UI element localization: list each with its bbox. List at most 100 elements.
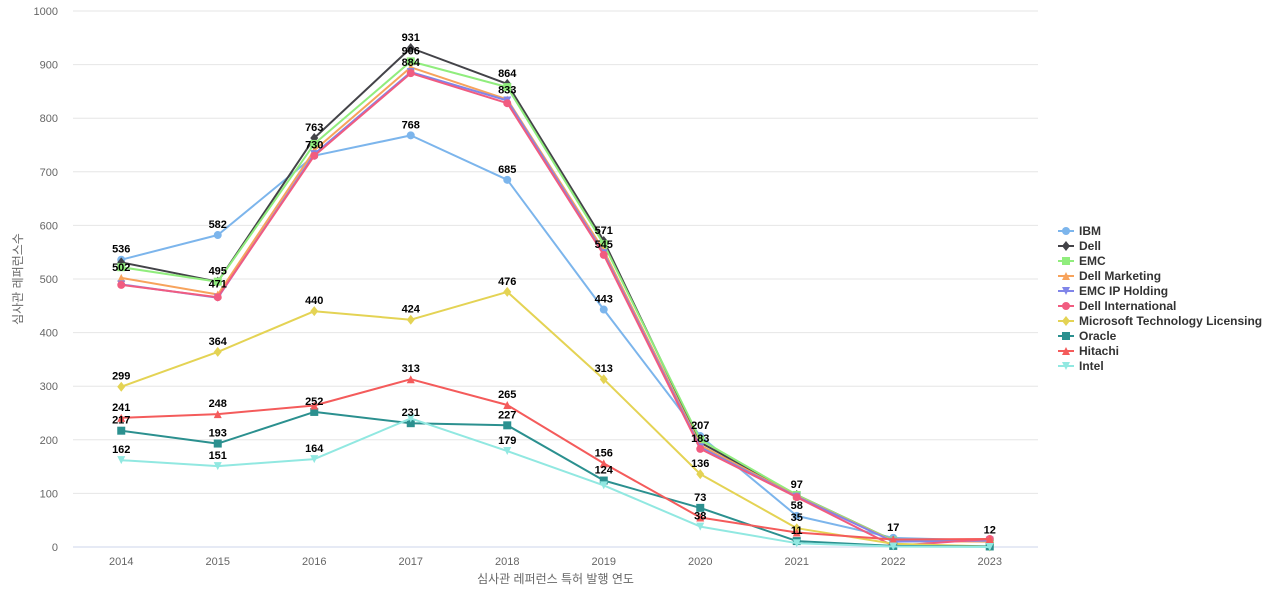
data-point [117, 263, 126, 272]
data-point [310, 455, 319, 464]
data-label: 252 [305, 396, 323, 408]
legend-label: EMC IP Holding [1079, 284, 1168, 298]
series-dell-international [117, 69, 994, 550]
data-point [503, 99, 512, 108]
data-point [792, 493, 801, 502]
data-point [503, 83, 512, 92]
y-axis-title: 심사관 레퍼런스수 [11, 233, 25, 325]
legend-label: EMC [1079, 254, 1106, 268]
y-tick-label: 900 [40, 60, 58, 72]
data-point [696, 513, 705, 522]
data-label: 685 [498, 164, 516, 176]
legend-item[interactable]: Microsoft Technology Licensing [1058, 314, 1262, 328]
data-point [599, 305, 608, 314]
data-point [117, 456, 126, 465]
data-point [599, 481, 608, 490]
legend-item[interactable]: Hitachi [1058, 344, 1119, 358]
series-line [121, 410, 990, 548]
data-label: 884 [402, 57, 421, 69]
data-label: 17 [887, 522, 899, 534]
series-line [121, 60, 990, 543]
data-label: 471 [209, 279, 227, 291]
data-label: 443 [595, 294, 613, 306]
data-label: 502 [112, 262, 130, 274]
data-label: 440 [305, 295, 323, 307]
legend-item[interactable]: EMC [1058, 254, 1106, 268]
x-tick-label: 2016 [302, 556, 326, 568]
x-tick-label: 2020 [688, 556, 712, 568]
data-point [310, 139, 319, 148]
series-line [121, 72, 990, 547]
y-tick-label: 600 [40, 220, 58, 232]
data-point [310, 151, 319, 160]
legend-marker [1062, 362, 1070, 370]
data-label: 179 [498, 435, 516, 447]
data-point [213, 277, 222, 286]
data-label: 227 [498, 409, 516, 421]
data-label: 241 [112, 402, 130, 414]
legend-item[interactable]: Oracle [1058, 329, 1117, 343]
data-label: 183 [691, 433, 709, 445]
data-point [117, 280, 126, 289]
data-point [503, 447, 512, 456]
data-point [310, 401, 319, 410]
legend-label: IBM [1079, 224, 1101, 238]
data-label: 571 [595, 225, 613, 237]
data-label: 313 [595, 363, 613, 375]
data-point [117, 273, 126, 282]
data-point [310, 306, 319, 317]
legend-marker [1062, 257, 1070, 265]
legend-marker [1062, 316, 1070, 326]
data-label: 424 [402, 304, 421, 316]
series-microsoft-technology-licensing [117, 286, 994, 552]
data-point [599, 250, 608, 259]
legend-item[interactable]: Dell International [1058, 299, 1176, 313]
data-label: 545 [595, 239, 613, 251]
legend-marker [1062, 332, 1070, 340]
y-tick-label: 800 [40, 113, 58, 125]
data-label: 97 [791, 479, 803, 491]
legend-item[interactable]: Dell [1058, 239, 1101, 253]
series-line [121, 66, 990, 543]
legend-marker [1062, 347, 1070, 355]
data-point [406, 375, 415, 384]
legend-label: Microsoft Technology Licensing [1079, 314, 1262, 328]
legend-label: Dell Marketing [1079, 269, 1161, 283]
legend-item[interactable]: IBM [1058, 224, 1101, 238]
data-label: 495 [209, 266, 227, 278]
data-point [792, 511, 801, 520]
legend-marker [1062, 272, 1070, 280]
y-tick-label: 700 [40, 167, 58, 179]
legend-item[interactable]: Dell Marketing [1058, 269, 1161, 283]
data-label: 906 [402, 45, 420, 57]
data-point [889, 535, 898, 544]
legend-label: Intel [1079, 359, 1104, 373]
data-point [213, 462, 222, 471]
data-point [696, 435, 705, 444]
series-hitachi [117, 375, 994, 544]
legend-item[interactable]: Intel [1058, 359, 1104, 373]
data-point [792, 539, 801, 548]
legend-item[interactable]: EMC IP Holding [1058, 284, 1168, 298]
data-point [696, 503, 705, 512]
data-label: 73 [694, 492, 706, 504]
data-point [406, 419, 415, 428]
data-point [117, 426, 126, 435]
series-lines [117, 42, 994, 552]
series-line [121, 47, 990, 542]
data-point [406, 414, 415, 423]
data-point [696, 469, 705, 480]
data-point [985, 534, 994, 543]
data-label: 11 [791, 525, 803, 537]
data-point [117, 413, 126, 422]
y-tick-label: 0 [52, 542, 58, 554]
data-point [792, 528, 801, 537]
data-point [213, 410, 222, 419]
series-line [121, 417, 990, 548]
data-point [503, 286, 512, 297]
gridlines [73, 10, 1038, 548]
data-point [503, 421, 512, 430]
series-oracle [117, 407, 994, 551]
